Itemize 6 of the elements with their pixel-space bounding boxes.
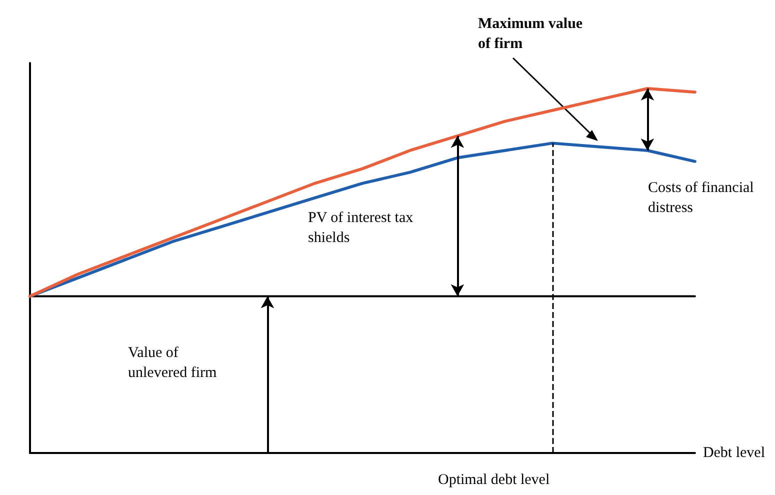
x-axis-title: Debt level — [702, 445, 766, 461]
text: Maximum value of firm — [478, 16, 586, 52]
annotation: PV of interest tax shields — [308, 210, 417, 246]
annotation: Costs of financial distress — [648, 180, 758, 216]
text: Optimal debt level — [438, 472, 550, 488]
annotation: Value of unlevered firm — [128, 345, 218, 381]
